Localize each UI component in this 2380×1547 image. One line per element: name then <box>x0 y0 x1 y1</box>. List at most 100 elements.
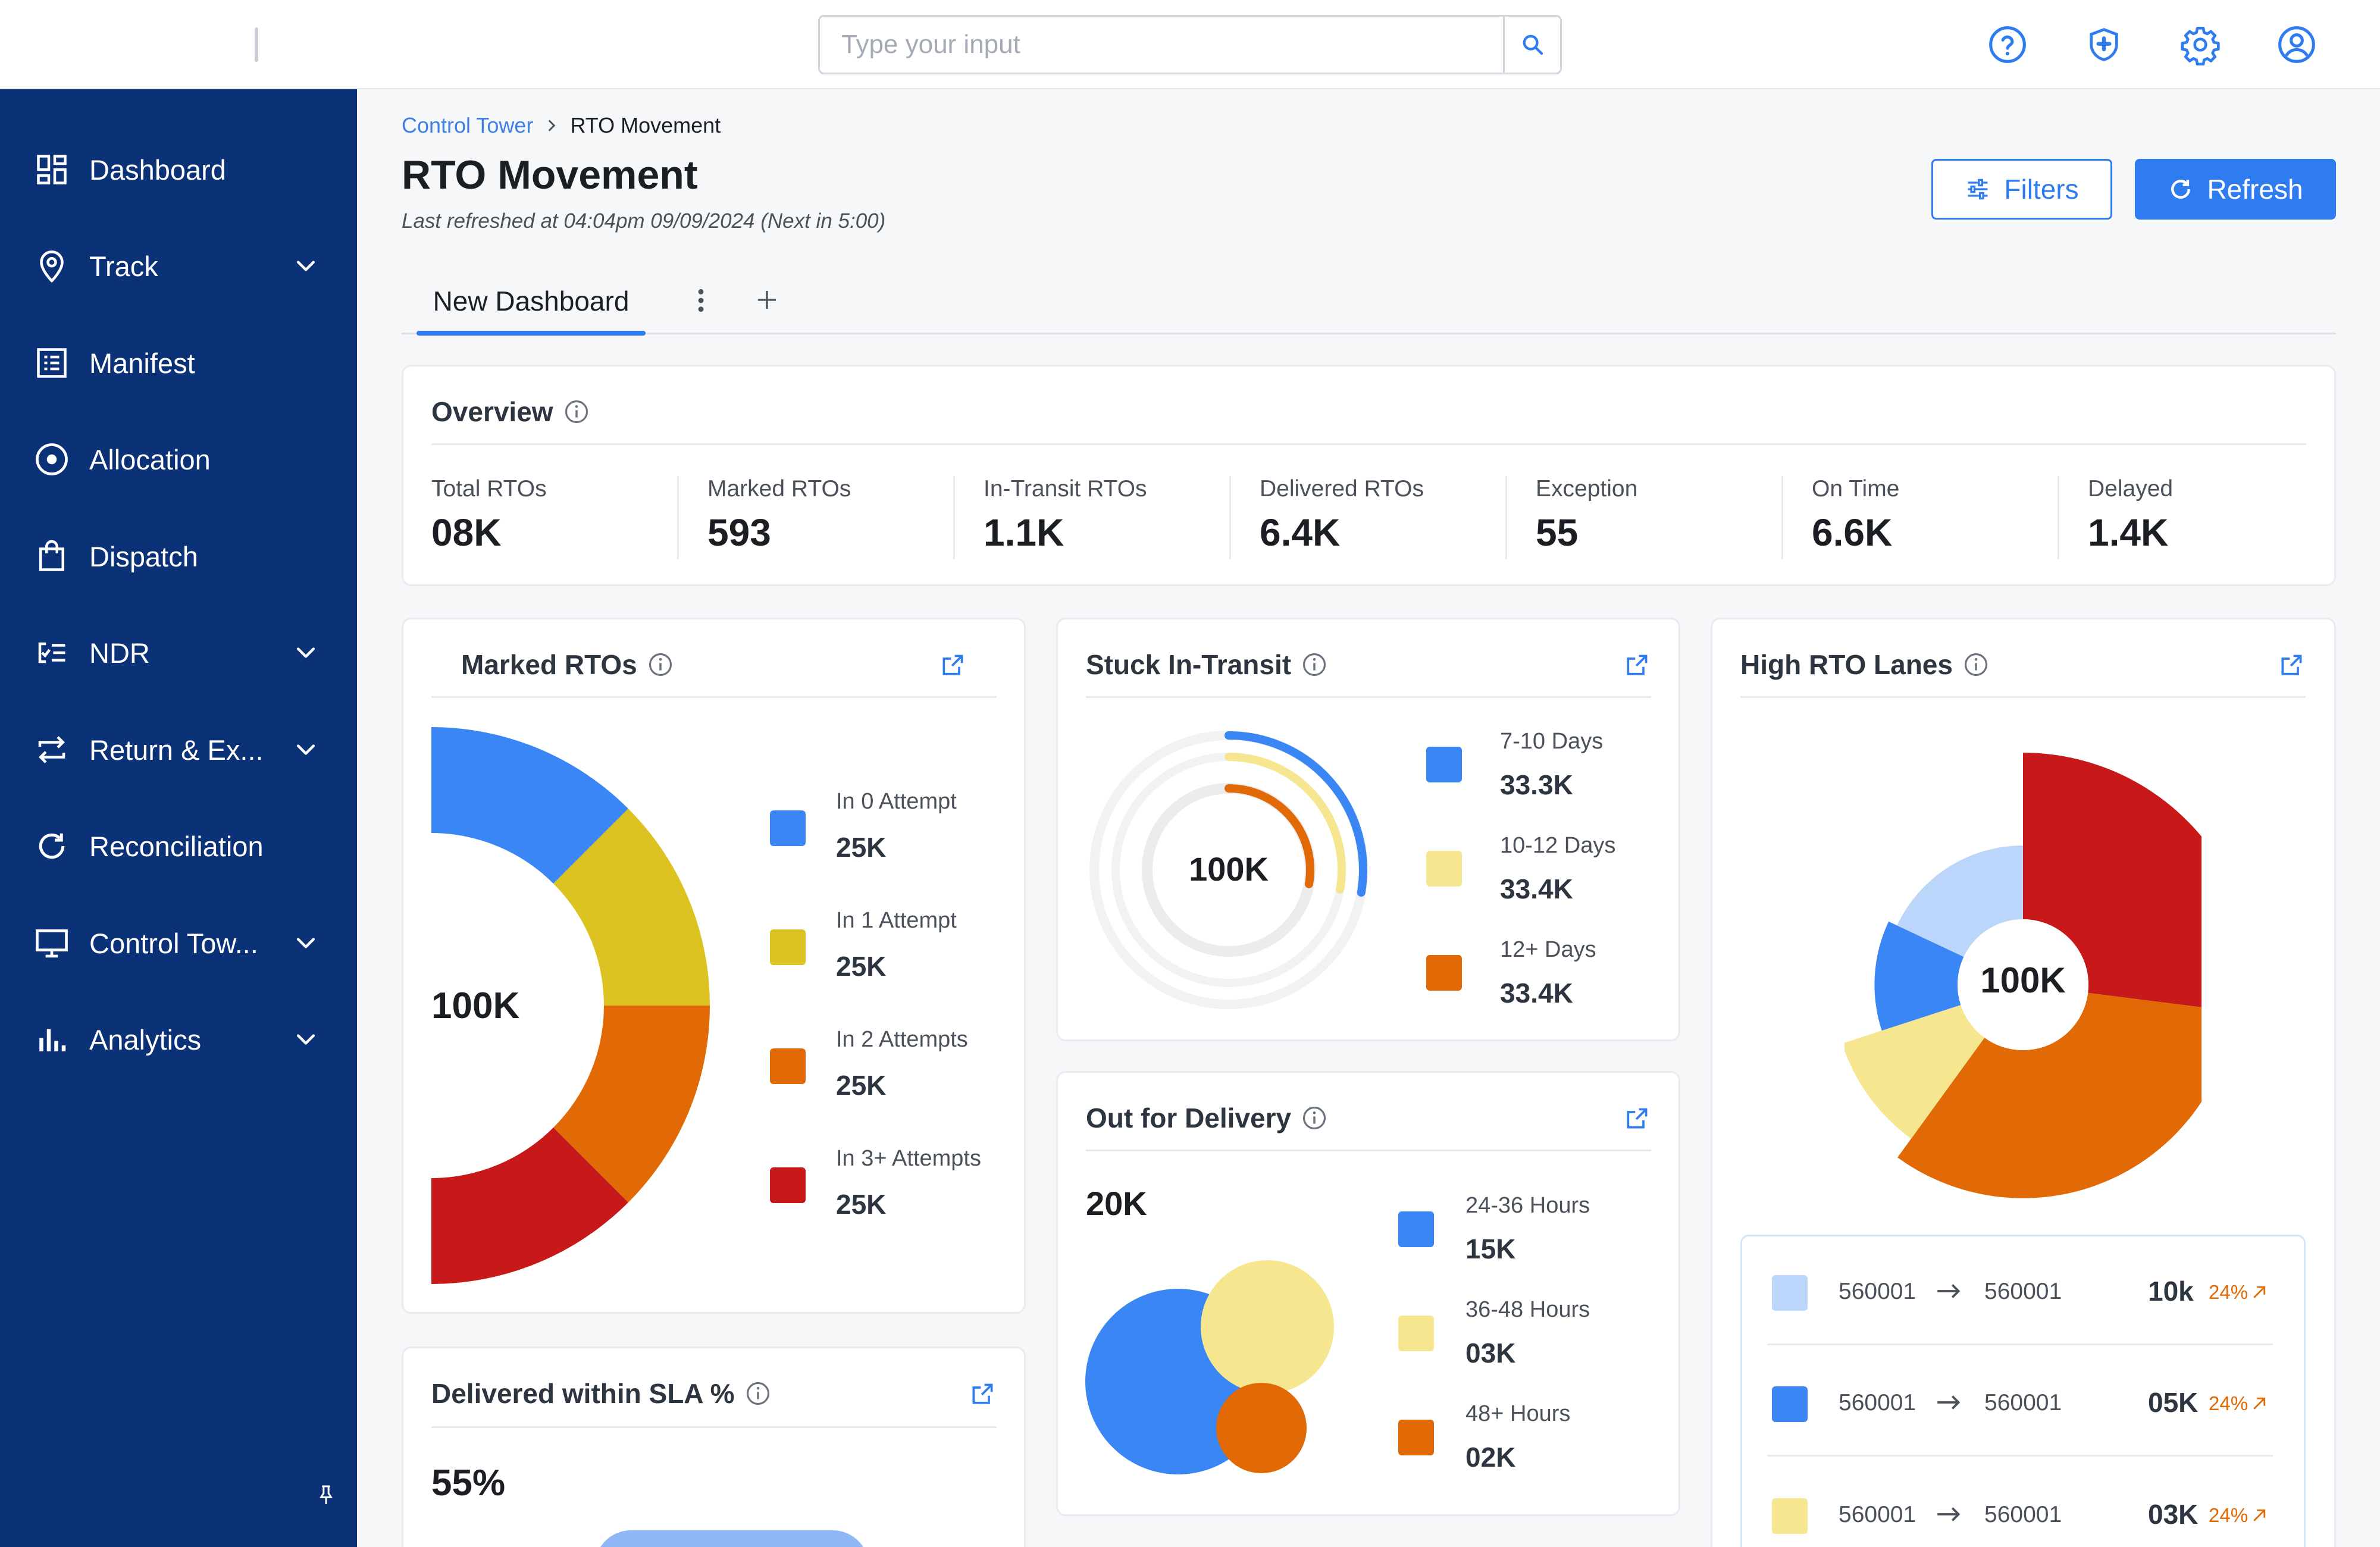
tab-menu-button[interactable] <box>692 286 710 315</box>
breadcrumb-link-control-tower[interactable]: Control Tower <box>402 113 534 137</box>
sidebar-item-return-exchange[interactable]: Return & Ex... <box>0 714 357 785</box>
info-icon[interactable] <box>564 399 589 424</box>
lane-value: 05K <box>2148 1387 2199 1418</box>
chevron-down-icon[interactable] <box>288 925 324 961</box>
legend-swatch <box>1398 1316 1434 1351</box>
external-link-icon[interactable] <box>1623 651 1651 679</box>
lane-value: 10k <box>2148 1276 2194 1307</box>
legend-swatch <box>1772 1498 1808 1534</box>
lane-row[interactable]: 560001 560001 10k 24% <box>1767 1252 2273 1330</box>
chevron-right-icon <box>549 120 556 131</box>
legend-label: 7-10 Days <box>1500 729 1604 754</box>
legend-label: In 3+ Attempts <box>836 1146 981 1171</box>
stat-label: Total RTOs <box>431 476 547 502</box>
bar-chart-icon <box>31 1019 73 1060</box>
legend-value: 25K <box>836 1070 887 1101</box>
legend-swatch <box>770 810 806 846</box>
lane-change: 24% <box>2209 1281 2268 1304</box>
stat-value: 08K <box>431 511 502 554</box>
stat-value: 1.1K <box>984 511 1064 554</box>
external-link-icon[interactable] <box>2277 651 2306 679</box>
settings-button[interactable] <box>2177 21 2224 68</box>
refresh-icon <box>31 825 73 867</box>
lane-change-text: 24% <box>2209 1392 2249 1414</box>
chevron-down-icon[interactable] <box>288 635 324 671</box>
legend-value: 33.4K <box>1500 873 1573 904</box>
out-for-delivery-chart <box>1085 1260 1334 1474</box>
info-icon[interactable] <box>1964 652 1988 677</box>
tab-new-dashboard[interactable]: New Dashboard <box>416 268 646 334</box>
stat-label: Delayed <box>2088 476 2174 502</box>
user-icon <box>2278 26 2315 63</box>
help-button[interactable] <box>1984 21 2031 68</box>
profile-button[interactable] <box>2273 21 2320 68</box>
security-button[interactable] <box>2081 21 2127 68</box>
sidebar-item-track[interactable]: Track <box>0 230 357 302</box>
external-link-icon[interactable] <box>938 651 967 679</box>
tab-label: New Dashboard <box>433 286 630 317</box>
legend-swatch <box>1426 851 1462 887</box>
chevron-down-icon[interactable] <box>288 1022 324 1057</box>
filters-label: Filters <box>2004 174 2079 205</box>
radial-bar <box>1225 784 1314 888</box>
stat-delivered-rtos: Delivered RTOs 6.4K <box>1260 476 1521 555</box>
pin-icon[interactable] <box>309 1479 343 1512</box>
lane-origin: 560001 <box>1839 1502 1916 1527</box>
info-icon[interactable] <box>1302 1106 1327 1130</box>
chevron-down-icon[interactable] <box>288 732 324 768</box>
sidebar-item-reconciliation[interactable]: Reconciliation <box>0 810 357 882</box>
gear-icon <box>2181 26 2220 65</box>
stat-total-rtos: Total RTOs 08K <box>431 476 693 555</box>
refresh-icon <box>2171 180 2191 199</box>
lane-row[interactable]: 560001 560001 05K 24% <box>1767 1364 2273 1441</box>
divider <box>2058 476 2059 559</box>
sidebar-item-label: Analytics <box>89 1023 202 1056</box>
sidebar-item-control-tower[interactable]: Control Tow... <box>0 907 357 979</box>
polar-segment <box>2023 753 2202 1007</box>
high-rto-lanes-title: High RTO Lanes <box>1740 649 1988 681</box>
sidebar-item-label: Manifest <box>89 347 195 379</box>
breadcrumb: Control Tower RTO Movement <box>402 113 721 138</box>
out-for-delivery-total: 20K <box>1086 1185 1147 1222</box>
plus-icon <box>758 291 776 309</box>
delivered-sla-card <box>402 1346 1026 1547</box>
legend-swatch <box>770 929 806 965</box>
legend-label: 12+ Days <box>1500 937 1596 962</box>
info-icon[interactable] <box>1302 652 1327 677</box>
sidebar-item-manifest[interactable]: Manifest <box>0 327 357 399</box>
stuck-in-transit-chart <box>1089 731 1368 1009</box>
legend-value: 33.4K <box>1500 978 1573 1009</box>
info-icon[interactable] <box>648 652 673 677</box>
search-button[interactable] <box>1503 17 1560 73</box>
refresh-button[interactable]: Refresh <box>2135 159 2336 220</box>
add-tab-button[interactable] <box>749 282 785 318</box>
chart-center-value: 100K <box>1189 850 1269 888</box>
trend-up-icon <box>2253 1397 2266 1410</box>
sidebar-item-dashboard[interactable]: Dashboard <box>0 134 357 205</box>
divider <box>953 476 955 559</box>
refresh-label: Refresh <box>2207 174 2303 205</box>
external-link-icon[interactable] <box>1623 1104 1651 1133</box>
info-icon[interactable] <box>746 1381 771 1406</box>
divider <box>1767 1455 2273 1457</box>
page-title: RTO Movement <box>402 152 698 198</box>
lane-row[interactable]: 560001 560001 03K 24% <box>1767 1476 2273 1547</box>
divider <box>431 1426 997 1428</box>
external-link-icon[interactable] <box>968 1380 997 1408</box>
lane-change: 24% <box>2209 1504 2268 1527</box>
stuck-in-transit-title: Stuck In-Transit <box>1086 649 1327 681</box>
sidebar-item-label: Dashboard <box>89 154 226 186</box>
help-icon <box>1989 26 2026 63</box>
chevron-down-icon[interactable] <box>288 248 324 284</box>
sidebar-item-allocation[interactable]: Allocation <box>0 424 357 495</box>
sidebar-item-ndr[interactable]: NDR <box>0 617 357 688</box>
sidebar-item-analytics[interactable]: Analytics <box>0 1004 357 1075</box>
sidebar-item-dispatch[interactable]: Dispatch <box>0 521 357 592</box>
filters-button[interactable]: Filters <box>1931 159 2112 220</box>
lane-destination: 560001 <box>1984 1390 2062 1416</box>
legend-swatch <box>1398 1211 1434 1247</box>
legend-swatch <box>1772 1386 1808 1422</box>
search-input[interactable] <box>820 17 1504 73</box>
legend-swatch <box>770 1167 806 1203</box>
legend-value: 33.3K <box>1500 769 1573 800</box>
